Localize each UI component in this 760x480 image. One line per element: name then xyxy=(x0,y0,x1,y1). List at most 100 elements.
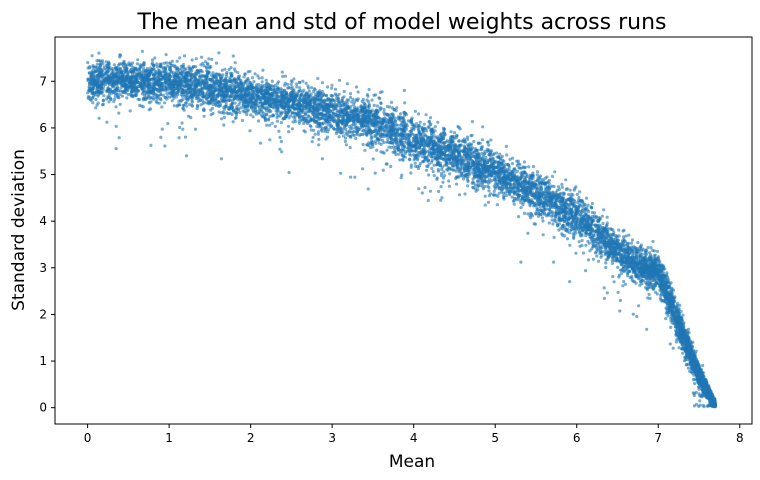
data-point xyxy=(399,123,403,127)
data-point xyxy=(101,98,105,102)
data-point xyxy=(117,136,121,140)
data-point xyxy=(239,106,243,110)
data-point xyxy=(658,296,663,300)
data-point xyxy=(389,164,393,169)
data-point xyxy=(200,55,204,59)
data-point xyxy=(375,148,379,152)
data-point xyxy=(236,70,240,75)
data-point xyxy=(165,92,169,96)
data-point xyxy=(175,59,179,63)
data-point xyxy=(587,210,591,214)
data-point xyxy=(481,125,485,129)
data-point xyxy=(118,93,122,97)
data-point xyxy=(526,212,530,216)
data-point xyxy=(342,89,346,94)
data-point xyxy=(693,381,697,386)
data-point xyxy=(114,124,118,128)
data-point xyxy=(455,182,459,186)
data-point xyxy=(574,251,578,255)
data-point xyxy=(198,98,202,102)
data-point xyxy=(317,137,321,141)
data-point xyxy=(513,171,517,175)
data-point xyxy=(399,112,403,116)
data-point xyxy=(219,157,223,161)
data-point xyxy=(238,100,242,104)
data-point xyxy=(422,159,426,163)
data-point xyxy=(194,65,198,69)
data-point xyxy=(137,97,141,102)
data-point xyxy=(637,304,641,308)
data-point xyxy=(260,76,264,80)
data-point xyxy=(406,146,410,150)
data-point xyxy=(283,74,288,78)
data-point xyxy=(418,120,422,124)
data-point xyxy=(426,198,430,203)
data-point xyxy=(694,349,698,353)
data-point xyxy=(324,94,328,98)
data-point xyxy=(91,101,95,105)
data-point xyxy=(183,135,188,139)
data-point xyxy=(396,152,401,156)
data-point xyxy=(172,104,176,108)
data-point xyxy=(385,104,389,109)
data-point xyxy=(260,80,264,84)
data-point xyxy=(320,81,325,85)
data-point xyxy=(531,164,536,169)
data-point xyxy=(649,246,653,250)
data-point xyxy=(348,92,353,96)
data-point xyxy=(385,162,389,166)
data-point xyxy=(486,200,491,204)
data-point xyxy=(120,94,125,98)
data-point xyxy=(432,174,436,178)
data-point xyxy=(547,221,551,225)
data-point xyxy=(113,94,117,98)
data-point xyxy=(519,260,523,264)
data-point xyxy=(199,77,203,81)
data-point xyxy=(390,100,394,104)
data-point xyxy=(547,182,551,186)
data-point xyxy=(260,113,264,117)
data-point xyxy=(279,121,283,125)
data-point xyxy=(535,170,540,174)
data-point xyxy=(313,132,317,136)
data-point xyxy=(541,233,545,237)
data-points xyxy=(86,49,717,409)
data-point xyxy=(270,79,274,83)
data-point xyxy=(480,138,485,142)
data-point xyxy=(287,130,291,134)
data-point xyxy=(155,65,159,69)
data-point xyxy=(229,66,233,70)
data-point xyxy=(147,108,151,112)
data-point xyxy=(487,143,491,147)
data-point xyxy=(403,101,407,105)
data-point xyxy=(484,156,488,160)
data-point xyxy=(211,71,215,75)
data-point xyxy=(160,105,164,109)
data-point xyxy=(560,182,564,186)
data-point xyxy=(564,178,568,182)
data-point xyxy=(275,119,279,123)
data-point xyxy=(631,312,635,316)
data-point xyxy=(453,131,457,135)
data-point xyxy=(487,189,491,193)
data-point xyxy=(153,96,157,100)
data-point xyxy=(374,141,378,146)
data-point xyxy=(149,143,153,147)
data-point xyxy=(550,174,555,178)
data-point xyxy=(195,107,199,111)
data-point xyxy=(344,143,348,147)
data-point xyxy=(604,261,608,265)
data-point xyxy=(426,125,430,129)
data-point xyxy=(361,167,365,171)
data-point xyxy=(164,53,168,57)
data-point xyxy=(466,184,470,188)
data-point xyxy=(441,180,445,184)
data-point xyxy=(547,178,552,182)
data-point xyxy=(604,265,608,270)
data-point xyxy=(233,61,237,65)
data-point xyxy=(552,260,556,264)
data-point xyxy=(586,203,590,207)
data-point xyxy=(178,56,182,60)
data-point xyxy=(541,219,545,223)
